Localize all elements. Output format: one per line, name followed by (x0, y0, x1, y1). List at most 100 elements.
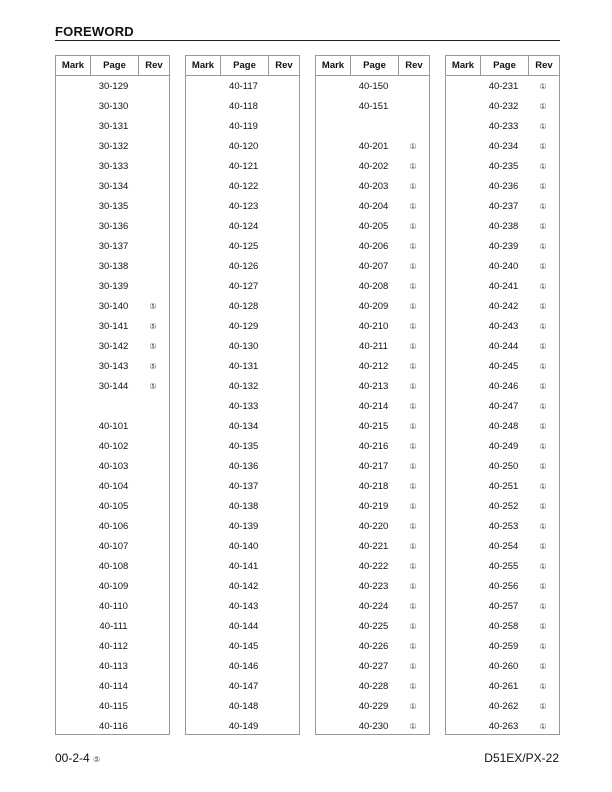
page-cell: 40-107 (98, 540, 129, 552)
table-row (316, 116, 429, 136)
rev-cell: ① (539, 541, 547, 551)
rev-cell: ① (409, 721, 417, 731)
table-row: 40-255 ① (446, 556, 559, 576)
table-row: 40-106 (56, 516, 169, 536)
table-row: 40-125 (186, 236, 299, 256)
page-cell: 40-115 (99, 700, 128, 712)
rev-cell: ① (409, 661, 417, 671)
rev-cell: ① (409, 501, 417, 511)
table-row: 40-238 ① (446, 216, 559, 236)
table-row: 40-107 (56, 536, 169, 556)
table-row: 40-146 (186, 656, 299, 676)
page-cell: 40-256 (488, 580, 519, 592)
rev-cell: ① (539, 101, 547, 111)
page-cell: 30-134 (98, 180, 129, 192)
rev-cell: ① (409, 221, 417, 231)
page-cell: 30-139 (98, 280, 129, 292)
table-row: 40-115 (56, 696, 169, 716)
table-row: 40-213 ① (316, 376, 429, 396)
rev-cell: ① (539, 581, 547, 591)
table-row: 30-130 (56, 96, 169, 116)
table-row: 40-227 ① (316, 656, 429, 676)
table-header: Mark Page Rev (316, 56, 429, 76)
rev-cell: ① (539, 381, 547, 391)
table-row: 30-132 (56, 136, 169, 156)
rev-cell: ① (539, 561, 547, 571)
title-rule (55, 40, 560, 41)
table-row: 40-209 ① (316, 296, 429, 316)
page-cell: 40-237 (488, 200, 519, 212)
revision-table: Mark Page Rev 30-129 30-130 30-131 30-132 30-13… (55, 55, 170, 735)
page-cell: 40-213 (358, 380, 389, 392)
page-cell: 40-210 (358, 320, 389, 332)
page-cell: 40-229 (358, 700, 389, 712)
table-row: 40-132 (186, 376, 299, 396)
rev-cell: ① (409, 641, 417, 651)
page-cell: 40-202 (358, 160, 389, 172)
table-row: 40-117 (186, 76, 299, 96)
table-row: 40-202 ① (316, 156, 429, 176)
table-row: 40-251 ① (446, 476, 559, 496)
page-cell: 30-135 (98, 200, 129, 212)
rev-cell: ① (409, 521, 417, 531)
page-cell: 40-129 (228, 320, 259, 332)
table-row: 40-216 ① (316, 436, 429, 456)
footer-page-number: 00-2-4 ⑤ (55, 751, 100, 765)
page-cell: 40-126 (228, 260, 259, 272)
page-cell: 40-255 (488, 560, 519, 572)
page-cell: 40-109 (98, 580, 129, 592)
page-cell: 40-234 (488, 140, 519, 152)
page-cell: 40-103 (98, 460, 129, 472)
page-cell: 40-245 (488, 360, 519, 372)
page-cell: 40-248 (488, 420, 519, 432)
table-row: 40-242 ① (446, 296, 559, 316)
header-rev: Rev (145, 60, 163, 71)
page-cell: 40-110 (99, 600, 128, 612)
table-row: 40-119 (186, 116, 299, 136)
rev-cell: ① (539, 341, 547, 351)
table-row: 40-248 ① (446, 416, 559, 436)
rev-cell: ⑤ (149, 361, 157, 371)
rev-cell: ⑤ (149, 301, 157, 311)
page-cell: 40-251 (488, 480, 519, 492)
rev-cell: ① (539, 81, 547, 91)
table-row: 40-243 ① (446, 316, 559, 336)
page-cell: 30-142 (98, 340, 129, 352)
table-row: 40-137 (186, 476, 299, 496)
page-cell: 40-218 (358, 480, 389, 492)
rev-cell: ① (409, 201, 417, 211)
table-row: 40-224 ① (316, 596, 429, 616)
rev-cell: ① (539, 161, 547, 171)
rev-cell: ⑤ (149, 321, 157, 331)
table-row: 40-231 ① (446, 76, 559, 96)
rev-cell: ① (539, 521, 547, 531)
rev-cell: ① (409, 161, 417, 171)
table-row: 40-135 (186, 436, 299, 456)
page-cell: 30-143 (98, 360, 129, 372)
table-row: 40-111 (56, 616, 169, 636)
header-page: Page (221, 56, 269, 75)
table-row: 30-134 (56, 176, 169, 196)
page-cell: 40-133 (228, 400, 259, 412)
page-cell: 40-142 (228, 580, 259, 592)
page-cell: 40-134 (228, 420, 259, 432)
table-row: 40-258 ① (446, 616, 559, 636)
table-row: 40-247 ① (446, 396, 559, 416)
table-row: 30-143 ⑤ (56, 356, 169, 376)
table-row: 40-108 (56, 556, 169, 576)
table-row: 40-109 (56, 576, 169, 596)
page-cell: 40-214 (358, 400, 389, 412)
page-cell: 40-219 (358, 500, 389, 512)
table-row: 40-262 ① (446, 696, 559, 716)
table-row: 40-253 ① (446, 516, 559, 536)
table-row: 40-245 ① (446, 356, 559, 376)
table-row: 40-261 ① (446, 676, 559, 696)
page-cell: 40-252 (488, 500, 519, 512)
page-cell: 40-233 (488, 120, 519, 132)
table-row: 40-235 ① (446, 156, 559, 176)
page-cell: 40-257 (488, 600, 519, 612)
table-row: 30-141 ⑤ (56, 316, 169, 336)
page-cell: 40-235 (488, 160, 519, 172)
rev-cell: ① (409, 421, 417, 431)
page-cell: 40-244 (488, 340, 519, 352)
